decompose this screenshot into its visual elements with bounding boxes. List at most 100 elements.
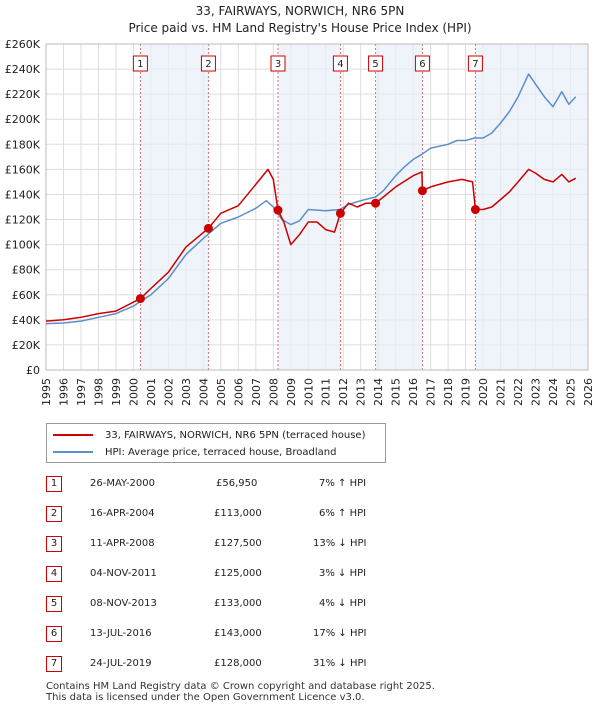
x-tick-label: 2019 (460, 378, 473, 406)
x-tick-label: 2026 (582, 378, 595, 406)
legend-item-property: 33, FAIRWAYS, NORWICH, NR6 5PN (terraced… (53, 428, 365, 442)
transaction-price: £113,000 (214, 508, 262, 519)
transaction-point (135, 294, 145, 304)
transaction-price: £125,000 (214, 568, 262, 579)
x-tick-label: 1996 (57, 378, 70, 406)
x-tick-label: 2018 (442, 378, 455, 406)
transaction-point (470, 205, 480, 215)
ownership-shade (375, 44, 423, 370)
x-tick-label: 2006 (232, 378, 245, 406)
transaction-number: 1 (46, 476, 62, 492)
transaction-label-text: 3 (275, 59, 281, 70)
transaction-label-box (200, 55, 216, 72)
x-tick-label: 2017 (425, 378, 438, 406)
y-tick-label: £160K (5, 163, 41, 176)
transaction-date: 16-APR-2004 (90, 508, 155, 519)
table-row: 6 13-JUL-2016 £143,000 17% ↓ HPI (46, 626, 386, 644)
x-tick-label: 1995 (40, 378, 53, 406)
transaction-label: 2 (200, 55, 216, 72)
table-row: 3 11-APR-2008 £127,500 13% ↓ HPI (46, 536, 386, 554)
transaction-point (417, 186, 427, 196)
transaction-label-box (132, 55, 148, 72)
y-tick-label: £20K (12, 339, 41, 352)
transaction-label-text: 5 (372, 59, 378, 70)
y-tick-label: £40K (12, 314, 41, 327)
x-tick-label: 1997 (75, 378, 88, 406)
x-tick-label: 2015 (390, 378, 403, 406)
ownership-shade (140, 44, 209, 370)
y-tick-label: £0 (26, 364, 40, 377)
transaction-price: £56,950 (216, 478, 258, 489)
transaction-price: £133,000 (214, 598, 262, 609)
ownership-shade (475, 44, 588, 370)
transaction-date: 08-NOV-2013 (90, 598, 157, 609)
y-tick-label: £80K (12, 264, 41, 277)
chart-subtitle: Price paid vs. HM Land Registry's House … (128, 21, 472, 35)
x-tick-label: 2002 (162, 378, 175, 406)
transaction-point (273, 205, 283, 215)
transaction-change: 17% ↓ HPI (313, 628, 367, 639)
x-tick-label: 2000 (127, 378, 140, 406)
y-tick-label: £60K (12, 289, 41, 302)
ownership-shade (278, 44, 341, 370)
chart-legend: 33, FAIRWAYS, NORWICH, NR6 5PN (terraced… (46, 423, 386, 463)
transaction-number: 6 (46, 626, 62, 642)
table-row: 1 26-MAY-2000 £56,950 7% ↑ HPI (46, 476, 386, 494)
legend-item-hpi: HPI: Average price, terraced house, Broa… (53, 445, 336, 459)
x-tick-label: 2020 (477, 378, 490, 406)
transaction-label-box (270, 55, 286, 72)
transaction-label-text: 2 (205, 59, 211, 70)
x-tick-label: 2009 (285, 378, 298, 406)
transaction-date: 13-JUL-2016 (90, 628, 152, 639)
x-tick-label: 2001 (145, 378, 158, 406)
x-tick-label: 2005 (215, 378, 228, 406)
y-tick-label: £180K (5, 138, 41, 151)
transaction-date: 26-MAY-2000 (90, 478, 156, 489)
table-row: 4 04-NOV-2011 £125,000 3% ↓ HPI (46, 566, 386, 584)
x-tick-label: 2014 (372, 378, 385, 406)
x-tick-label: 1998 (92, 378, 105, 406)
x-tick-label: 2012 (337, 378, 350, 406)
legend-swatch-property (53, 434, 93, 436)
transaction-point (203, 223, 213, 233)
y-tick-label: £200K (5, 113, 41, 126)
transaction-date: 11-APR-2008 (90, 538, 155, 549)
chart-title: 33, FAIRWAYS, NORWICH, NR6 5PN (195, 4, 405, 18)
legend-label-hpi: HPI: Average price, terraced house, Broa… (105, 446, 337, 458)
table-row: 2 16-APR-2004 £113,000 6% ↑ HPI (46, 506, 386, 524)
x-tick-label: 2003 (180, 378, 193, 406)
x-tick-label: 2007 (250, 378, 263, 406)
transaction-change: 3% ↓ HPI (319, 568, 367, 579)
transaction-number: 3 (46, 536, 62, 552)
series-line-hpi (45, 73, 577, 325)
transaction-change: 6% ↑ HPI (319, 508, 367, 519)
x-tick-label: 2025 (565, 378, 578, 406)
transaction-label-box (414, 55, 430, 72)
transaction-date: 04-NOV-2011 (90, 568, 157, 579)
x-tick-label: 2024 (547, 378, 560, 406)
transaction-label: 1 (132, 55, 148, 72)
transaction-point (371, 198, 381, 208)
transaction-label-text: 7 (472, 59, 478, 70)
transaction-number: 4 (46, 566, 62, 582)
series-line-property (45, 168, 577, 322)
x-tick-label: 2008 (267, 378, 280, 406)
transaction-label: 7 (467, 55, 483, 72)
footer-licence: This data is licensed under the Open Gov… (46, 692, 365, 703)
transaction-number: 5 (46, 596, 62, 612)
transaction-label: 5 (368, 55, 384, 72)
price-chart: £0 £20K £40K £60K £80K £100K £120K £140K £160K £1… (5, 38, 595, 406)
y-tick-label: £220K (5, 88, 41, 101)
transaction-label: 3 (270, 55, 286, 72)
y-tick-label: £140K (5, 188, 41, 201)
x-tick-label: 1999 (110, 378, 123, 406)
x-tick-label: 2016 (407, 378, 420, 406)
transaction-date: 24-JUL-2019 (90, 658, 152, 669)
legend-label-property: 33, FAIRWAYS, NORWICH, NR6 5PN (terraced… (105, 429, 366, 441)
transaction-label-box (332, 55, 348, 72)
x-tick-label: 2023 (530, 378, 543, 406)
transaction-point (335, 208, 345, 218)
transaction-change: 13% ↓ HPI (313, 538, 367, 549)
legend-swatch-hpi (53, 451, 93, 453)
transaction-price: £143,000 (214, 628, 262, 639)
